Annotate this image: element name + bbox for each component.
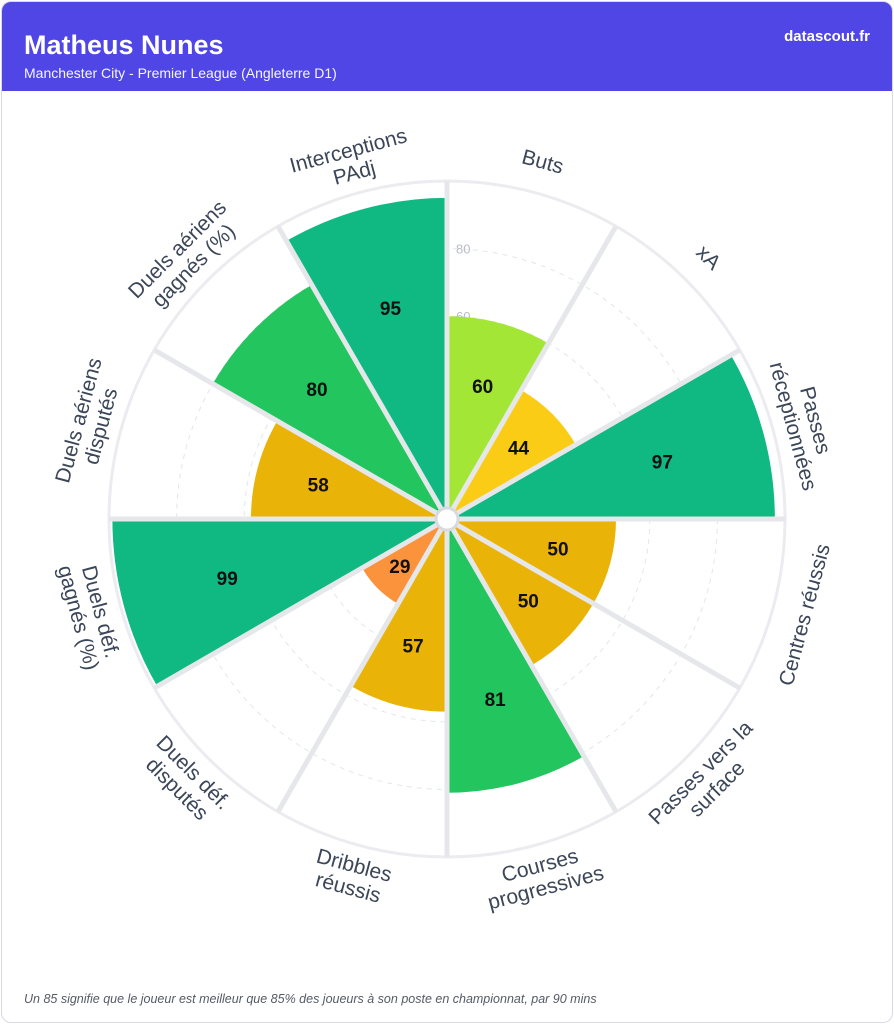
bar-1 [447, 316, 549, 519]
team-league: Manchester City - Premier League (Anglet… [24, 65, 337, 81]
bar-value-label: 95 [380, 299, 402, 320]
bar-value-label: 44 [508, 438, 530, 459]
bar-value-label: 60 [472, 377, 493, 398]
center-hub [434, 506, 460, 532]
bar-10 [250, 420, 447, 519]
separator-line [444, 225, 619, 521]
header-bar: Matheus Nunes Manchester City - Premier … [2, 2, 892, 91]
brand-link[interactable]: datascout.fr [784, 28, 870, 45]
separator-line [444, 517, 619, 813]
separator-line [275, 517, 450, 813]
axis-label-group: xA [691, 241, 725, 275]
footnote: Un 85 signifie que le joueur est meilleu… [24, 992, 597, 1006]
axis-label: Centres réussis [775, 541, 835, 688]
bar-9 [112, 519, 447, 687]
separator-line [153, 347, 449, 522]
bar-value-label: 80 [306, 380, 327, 401]
bar-value-label: 50 [518, 591, 539, 612]
bar-2 [447, 390, 576, 519]
bar-value-label: 81 [485, 690, 507, 711]
axis-label-group: Centres réussis [775, 541, 835, 688]
bar-value-label: 58 [308, 475, 329, 496]
bar-7 [350, 519, 447, 712]
bar-3 [447, 355, 775, 519]
bar-12 [286, 197, 447, 519]
separator-line [275, 225, 450, 521]
separator-line [445, 516, 741, 691]
separator-line [153, 516, 449, 691]
ring-tick-label: 80 [456, 242, 470, 257]
axis-label: Buts [519, 146, 566, 179]
separator-line [445, 347, 741, 522]
bar-4 [447, 519, 616, 604]
bar-6 [447, 519, 584, 793]
bar-11 [212, 284, 447, 519]
bar-value-label: 57 [403, 637, 424, 658]
bar-value-label: 99 [217, 569, 238, 590]
player-name: Matheus Nunes [24, 30, 224, 60]
bar-8 [362, 519, 447, 604]
bar-value-label: 50 [547, 540, 568, 561]
bar-value-label: 29 [389, 557, 410, 578]
bar-value-label: 97 [652, 452, 673, 473]
axis-label-group: Buts [519, 146, 566, 179]
bar-5 [447, 519, 594, 666]
axis-label: xA [691, 241, 725, 275]
